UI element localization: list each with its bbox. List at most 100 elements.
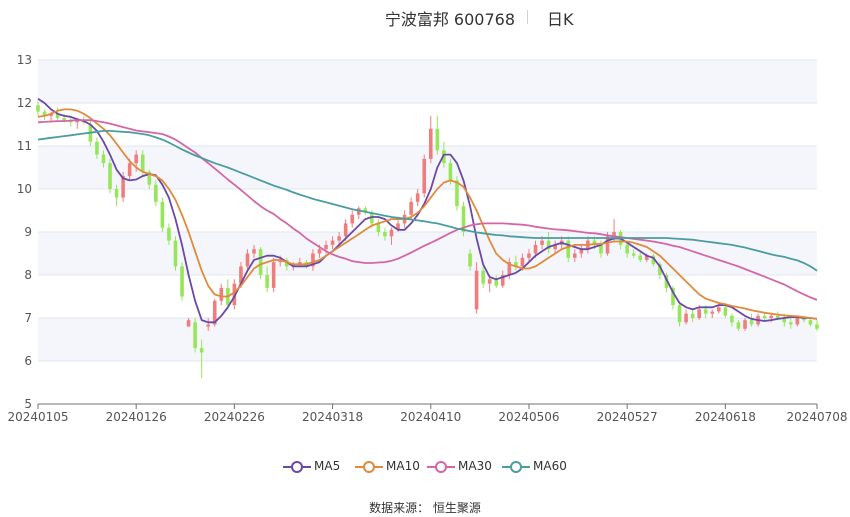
candle-body	[252, 249, 256, 254]
candle-body	[579, 249, 584, 254]
candle-body	[527, 253, 531, 258]
candle-body	[396, 223, 400, 230]
candle-body	[343, 223, 348, 237]
candle-body	[409, 201, 413, 215]
candle-body	[487, 279, 492, 284]
candle-body	[154, 184, 158, 202]
candle-body	[428, 128, 433, 159]
candle-body	[789, 322, 793, 325]
candle-body	[108, 163, 112, 189]
candle-body	[795, 318, 800, 325]
candle-body	[415, 193, 420, 202]
candle-body	[638, 255, 643, 260]
candle-body	[127, 163, 132, 177]
candle-body	[298, 262, 302, 265]
candle-body	[514, 262, 518, 267]
grid-band	[38, 60, 817, 103]
candle-body	[114, 189, 119, 198]
candle-body	[422, 158, 427, 194]
x-tick-label: 20240618	[695, 410, 756, 424]
legend-label-ma30: MA30	[458, 459, 492, 473]
legend-marker-ma60	[502, 461, 530, 473]
candle-body	[147, 171, 152, 185]
candle-body	[363, 208, 368, 213]
candle-body	[186, 320, 191, 327]
candle-body	[730, 315, 734, 323]
candle-body	[612, 232, 616, 237]
candle-body	[389, 229, 394, 237]
candle-body	[49, 113, 53, 116]
candle-body	[625, 244, 629, 254]
candle-body	[553, 244, 557, 250]
y-tick-label: 12	[17, 96, 32, 110]
grid-band	[38, 146, 817, 189]
candle-body	[101, 154, 106, 164]
candle-body	[167, 227, 171, 241]
grid-band	[38, 318, 817, 361]
candle-body	[311, 253, 315, 267]
candle-body	[644, 255, 649, 260]
y-tick-label: 13	[17, 53, 32, 67]
candle-body	[749, 320, 754, 325]
title-row: 宁波富邦 600768 日K	[0, 6, 850, 29]
candle-body	[350, 214, 355, 224]
candle-body	[697, 309, 701, 318]
candle-body	[75, 120, 80, 123]
candle-body	[520, 257, 525, 267]
candle-body	[199, 348, 204, 353]
candle-body	[212, 300, 217, 325]
x-tick-label: 20240126	[106, 410, 167, 424]
line-ma60	[37, 129, 818, 272]
candle-body	[782, 318, 787, 323]
y-tick-label: 5	[24, 397, 32, 411]
candle-body	[258, 249, 263, 275]
candle-body	[455, 180, 459, 207]
grid-band	[38, 361, 817, 404]
candle-body	[592, 240, 597, 245]
y-tick-label: 9	[24, 225, 32, 239]
candle-body	[474, 270, 479, 310]
candle-body	[278, 259, 283, 263]
legend-marker-ma30	[427, 461, 455, 473]
x-tick-label: 20240527	[597, 410, 658, 424]
candle-body	[481, 270, 485, 284]
x-tick-label: 20240708	[786, 410, 847, 424]
line-ma5	[37, 97, 818, 324]
candle-body	[631, 253, 636, 256]
y-tick-label: 6	[24, 354, 32, 368]
candle-body	[507, 262, 512, 275]
candle-body	[356, 208, 361, 215]
candle-body	[239, 266, 243, 284]
candle-body	[599, 244, 603, 254]
candle-body	[605, 236, 610, 254]
candle-body	[815, 324, 819, 329]
candle-body	[500, 275, 505, 286]
candle-body	[658, 264, 662, 275]
grid-band	[38, 103, 817, 146]
candle-body	[461, 206, 466, 232]
candle-body	[690, 313, 695, 318]
candle-body	[206, 324, 211, 327]
candle-body	[271, 262, 276, 288]
data-source: 数据来源： 恒生聚源	[369, 501, 481, 515]
candle-body	[36, 105, 40, 112]
candle-body	[743, 320, 747, 329]
candle-body	[121, 176, 125, 198]
legend-label-ma60: MA60	[533, 459, 567, 473]
legend-marker-ma10	[355, 461, 383, 473]
chart-legend: MA5 MA10 MA30 MA60	[0, 458, 850, 476]
candle-body	[442, 150, 446, 164]
candle-body	[370, 212, 374, 224]
chart-title: 宁波富邦 600768	[384, 10, 515, 29]
candle-body	[717, 307, 721, 312]
candle-body	[468, 253, 472, 267]
candle-body	[677, 305, 682, 323]
x-tick-label: 20240318	[302, 410, 363, 424]
candle-body	[337, 236, 341, 241]
candle-body	[448, 163, 453, 181]
candle-body	[775, 315, 780, 318]
candle-body	[651, 255, 656, 265]
candle-body	[684, 313, 688, 323]
candle-body	[494, 279, 499, 286]
candle-body	[736, 322, 741, 329]
